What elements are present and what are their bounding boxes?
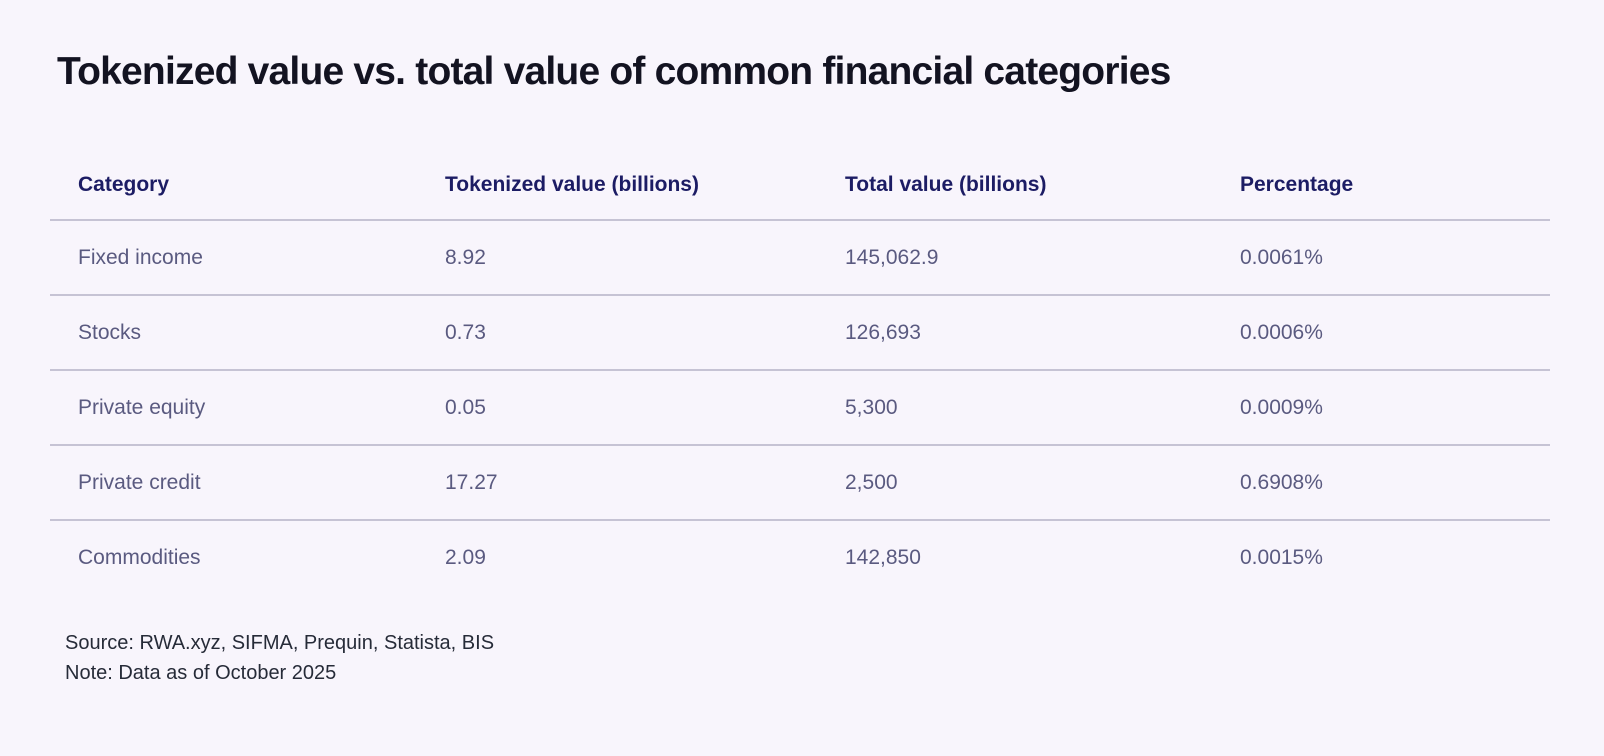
cell-category: Private equity bbox=[78, 395, 206, 419]
cell-percentage: 0.0061% bbox=[1240, 245, 1323, 269]
page-title: Tokenized value vs. total value of commo… bbox=[57, 50, 1171, 93]
cell-category: Commodities bbox=[78, 545, 201, 569]
table-row: Fixed income 8.92 145,062.9 0.0061% bbox=[50, 219, 1550, 294]
cell-total-value: 145,062.9 bbox=[845, 245, 939, 269]
cell-percentage: 0.0009% bbox=[1240, 395, 1323, 419]
cell-tokenized-value: 2.09 bbox=[445, 545, 486, 569]
table-row: Stocks 0.73 126,693 0.0006% bbox=[50, 294, 1550, 369]
source-note: Source: RWA.xyz, SIFMA, Prequin, Statist… bbox=[65, 632, 495, 654]
table-row: Commodities 2.09 142,850 0.0015% bbox=[50, 519, 1550, 594]
cell-category: Private credit bbox=[78, 470, 201, 494]
cell-tokenized-value: 0.05 bbox=[445, 395, 486, 419]
cell-tokenized-value: 17.27 bbox=[445, 470, 498, 494]
footnotes: Source: RWA.xyz, SIFMA, Prequin, Statist… bbox=[65, 628, 494, 688]
cell-tokenized-value: 0.73 bbox=[445, 320, 486, 344]
column-header-tokenized-value: Tokenized value (billions) bbox=[445, 173, 699, 196]
cell-percentage: 0.0015% bbox=[1240, 545, 1323, 569]
cell-percentage: 0.6908% bbox=[1240, 470, 1323, 494]
column-header-percentage: Percentage bbox=[1240, 173, 1354, 196]
column-header-total-value: Total value (billions) bbox=[845, 173, 1047, 196]
cell-total-value: 5,300 bbox=[845, 395, 898, 419]
table-row: Private equity 0.05 5,300 0.0009% bbox=[50, 369, 1550, 444]
data-table: Category Tokenized value (billions) Tota… bbox=[50, 151, 1550, 594]
date-note: Note: Data as of October 2025 bbox=[65, 662, 337, 684]
table-header-row: Category Tokenized value (billions) Tota… bbox=[50, 151, 1550, 219]
cell-category: Fixed income bbox=[78, 245, 203, 269]
cell-total-value: 126,693 bbox=[845, 320, 921, 344]
cell-total-value: 142,850 bbox=[845, 545, 921, 569]
cell-total-value: 2,500 bbox=[845, 470, 898, 494]
cell-category: Stocks bbox=[78, 320, 142, 344]
cell-percentage: 0.0006% bbox=[1240, 320, 1323, 344]
cell-tokenized-value: 8.92 bbox=[445, 245, 486, 269]
table-row: Private credit 17.27 2,500 0.6908% bbox=[50, 444, 1550, 519]
column-header-category: Category bbox=[78, 173, 170, 196]
